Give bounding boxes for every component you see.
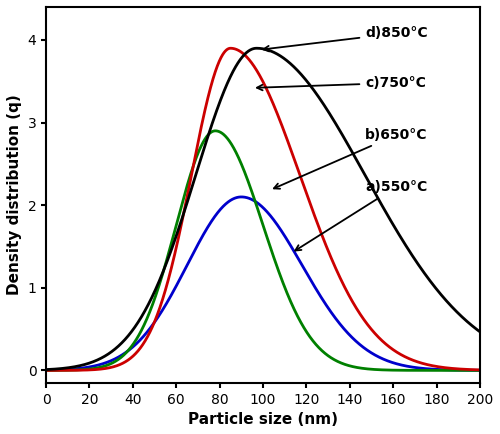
Text: c)750°C: c)750°C — [257, 76, 426, 90]
X-axis label: Particle size (nm): Particle size (nm) — [188, 412, 338, 427]
Text: a)550°C: a)550°C — [296, 180, 427, 250]
Text: d)850°C: d)850°C — [264, 26, 428, 51]
Y-axis label: Density distribution (q): Density distribution (q) — [7, 95, 22, 295]
Text: b)650°C: b)650°C — [274, 128, 428, 189]
